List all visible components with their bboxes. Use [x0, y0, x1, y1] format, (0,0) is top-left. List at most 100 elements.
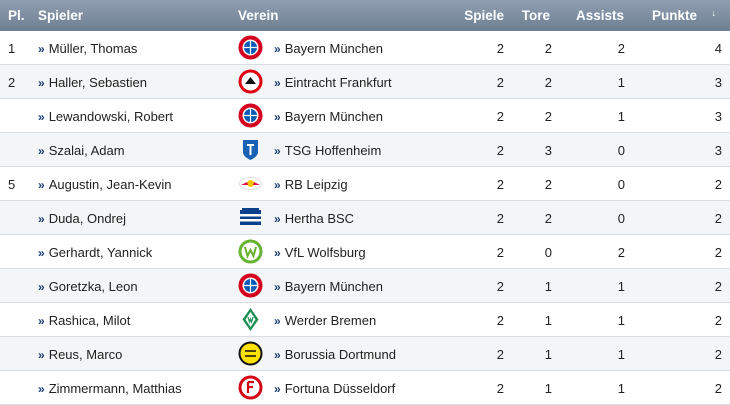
points-cell: 2 — [714, 211, 722, 226]
club-link[interactable]: » Hertha BSC — [274, 211, 354, 226]
link-arrow-icon: » — [274, 246, 281, 260]
goals-cell: 2 — [544, 75, 552, 90]
link-arrow-icon: » — [274, 110, 281, 124]
club-link[interactable]: » Fortuna Düsseldorf — [274, 381, 395, 396]
club-name: Borussia Dortmund — [284, 347, 396, 362]
player-name: Lewandowski, Robert — [48, 109, 173, 124]
player-name: Goretzka, Leon — [48, 279, 138, 294]
club-link[interactable]: » Bayern München — [274, 41, 383, 56]
rank-cell: 1 — [8, 41, 16, 56]
player-link[interactable]: » Reus, Marco — [38, 347, 122, 362]
goals-cell: 2 — [544, 41, 552, 56]
club-link[interactable]: » TSG Hoffenheim — [274, 143, 381, 158]
goals-cell: 2 — [544, 211, 552, 226]
club-link[interactable]: » VfL Wolfsburg — [274, 245, 366, 260]
games-cell: 2 — [496, 177, 504, 192]
points-cell: 2 — [714, 279, 722, 294]
games-cell: 2 — [496, 211, 504, 226]
link-arrow-icon: » — [274, 382, 281, 396]
assists-cell: 0 — [617, 143, 625, 158]
goals-cell: 3 — [544, 143, 552, 158]
games-cell: 2 — [496, 381, 504, 396]
club-link[interactable]: » Bayern München — [274, 279, 383, 294]
header-verein[interactable]: Verein — [238, 8, 279, 23]
player-name: Müller, Thomas — [48, 41, 138, 56]
club-name: Fortuna Düsseldorf — [284, 381, 396, 396]
link-arrow-icon: » — [38, 110, 45, 124]
f95-logo-icon — [238, 375, 263, 400]
header-spiele[interactable]: Spiele — [464, 8, 504, 23]
link-arrow-icon: » — [38, 76, 45, 90]
table-row: 1» Müller, Thomas» Bayern München 2 2 2 4 — [0, 31, 730, 65]
header-assists[interactable]: Assists — [575, 8, 624, 23]
assists-cell: 1 — [617, 75, 625, 90]
rank-cell: 2 — [8, 75, 16, 90]
header-pl[interactable]: Pl. — [8, 8, 25, 23]
player-link[interactable]: » Augustin, Jean-Kevin — [38, 177, 172, 192]
player-link[interactable]: » Müller, Thomas — [38, 41, 137, 56]
assists-cell: 0 — [617, 211, 625, 226]
assists-cell: 2 — [617, 41, 625, 56]
club-link[interactable]: » Werder Bremen — [274, 313, 376, 328]
club-link[interactable]: » Eintracht Frankfurt — [274, 75, 392, 90]
points-cell: 2 — [714, 381, 722, 396]
sort-down-icon[interactable]: ↓ — [711, 8, 717, 18]
player-link[interactable]: » Goretzka, Leon — [38, 279, 138, 294]
fcb-logo-icon — [238, 103, 263, 128]
table-body: 1» Müller, Thomas» Bayern München 2 2 2 4 2» Hal… — [0, 31, 730, 405]
header-spieler[interactable]: Spieler — [38, 8, 84, 23]
club-name: VfL Wolfsburg — [284, 245, 366, 260]
player-link[interactable]: » Zimmermann, Matthias — [38, 381, 182, 396]
club-name: Eintracht Frankfurt — [284, 75, 392, 90]
bvb-logo-icon — [238, 341, 263, 366]
header-punkte[interactable]: Punkte — [651, 8, 697, 23]
link-arrow-icon: » — [38, 382, 45, 396]
table-row: » Zimmermann, Matthias» Fortuna Düsseldorf… — [0, 371, 730, 405]
player-link[interactable]: » Szalai, Adam — [38, 143, 125, 158]
club-name: TSG Hoffenheim — [284, 143, 382, 158]
player-link[interactable]: » Lewandowski, Robert — [38, 109, 173, 124]
rank-cell: 5 — [8, 177, 16, 192]
sge-logo-icon — [238, 69, 263, 94]
assists-cell: 2 — [617, 245, 625, 260]
table-row: » Lewandowski, Robert» Bayern München 2 2 1 3 — [0, 99, 730, 133]
club-name: Bayern München — [284, 109, 383, 124]
player-name: Augustin, Jean-Kevin — [48, 177, 172, 192]
link-arrow-icon: » — [274, 42, 281, 56]
link-arrow-icon: » — [274, 76, 281, 90]
header-tore[interactable]: Tore — [521, 8, 550, 23]
club-name: Bayern München — [284, 41, 383, 56]
player-link[interactable]: » Rashica, Milot — [38, 313, 130, 328]
svw-logo-icon — [238, 307, 263, 332]
games-cell: 2 — [496, 245, 504, 260]
points-cell: 2 — [714, 313, 722, 328]
player-name: Reus, Marco — [48, 347, 123, 362]
player-name: Gerhardt, Yannick — [48, 245, 153, 260]
games-cell: 2 — [496, 279, 504, 294]
games-cell: 2 — [496, 41, 504, 56]
assists-cell: 1 — [617, 381, 625, 396]
player-link[interactable]: » Duda, Ondrej — [38, 211, 126, 226]
link-arrow-icon: » — [38, 280, 45, 294]
wob-logo-icon — [238, 239, 263, 264]
player-name: Zimmermann, Matthias — [48, 381, 182, 396]
table-row: 5» Augustin, Jean-Kevin» RB Leipzig 2 2 0 2 — [0, 167, 730, 201]
link-arrow-icon: » — [38, 144, 45, 158]
link-arrow-icon: » — [38, 42, 45, 56]
goals-cell: 0 — [544, 245, 552, 260]
assists-cell: 1 — [617, 313, 625, 328]
player-link[interactable]: » Haller, Sebastien — [38, 75, 147, 90]
goals-cell: 2 — [544, 109, 552, 124]
player-link[interactable]: » Gerhardt, Yannick — [38, 245, 152, 260]
player-name: Szalai, Adam — [48, 143, 125, 158]
link-arrow-icon: » — [38, 246, 45, 260]
club-link[interactable]: » RB Leipzig — [274, 177, 348, 192]
assists-cell: 1 — [617, 347, 625, 362]
club-link[interactable]: » Bayern München — [274, 109, 383, 124]
player-name: Haller, Sebastien — [48, 75, 147, 90]
club-link[interactable]: » Borussia Dortmund — [274, 347, 396, 362]
link-arrow-icon: » — [274, 280, 281, 294]
table-row: » Rashica, Milot» Werder Bremen 2 1 1 2 — [0, 303, 730, 337]
table-row: » Szalai, Adam» TSG Hoffenheim 2 3 0 3 — [0, 133, 730, 167]
